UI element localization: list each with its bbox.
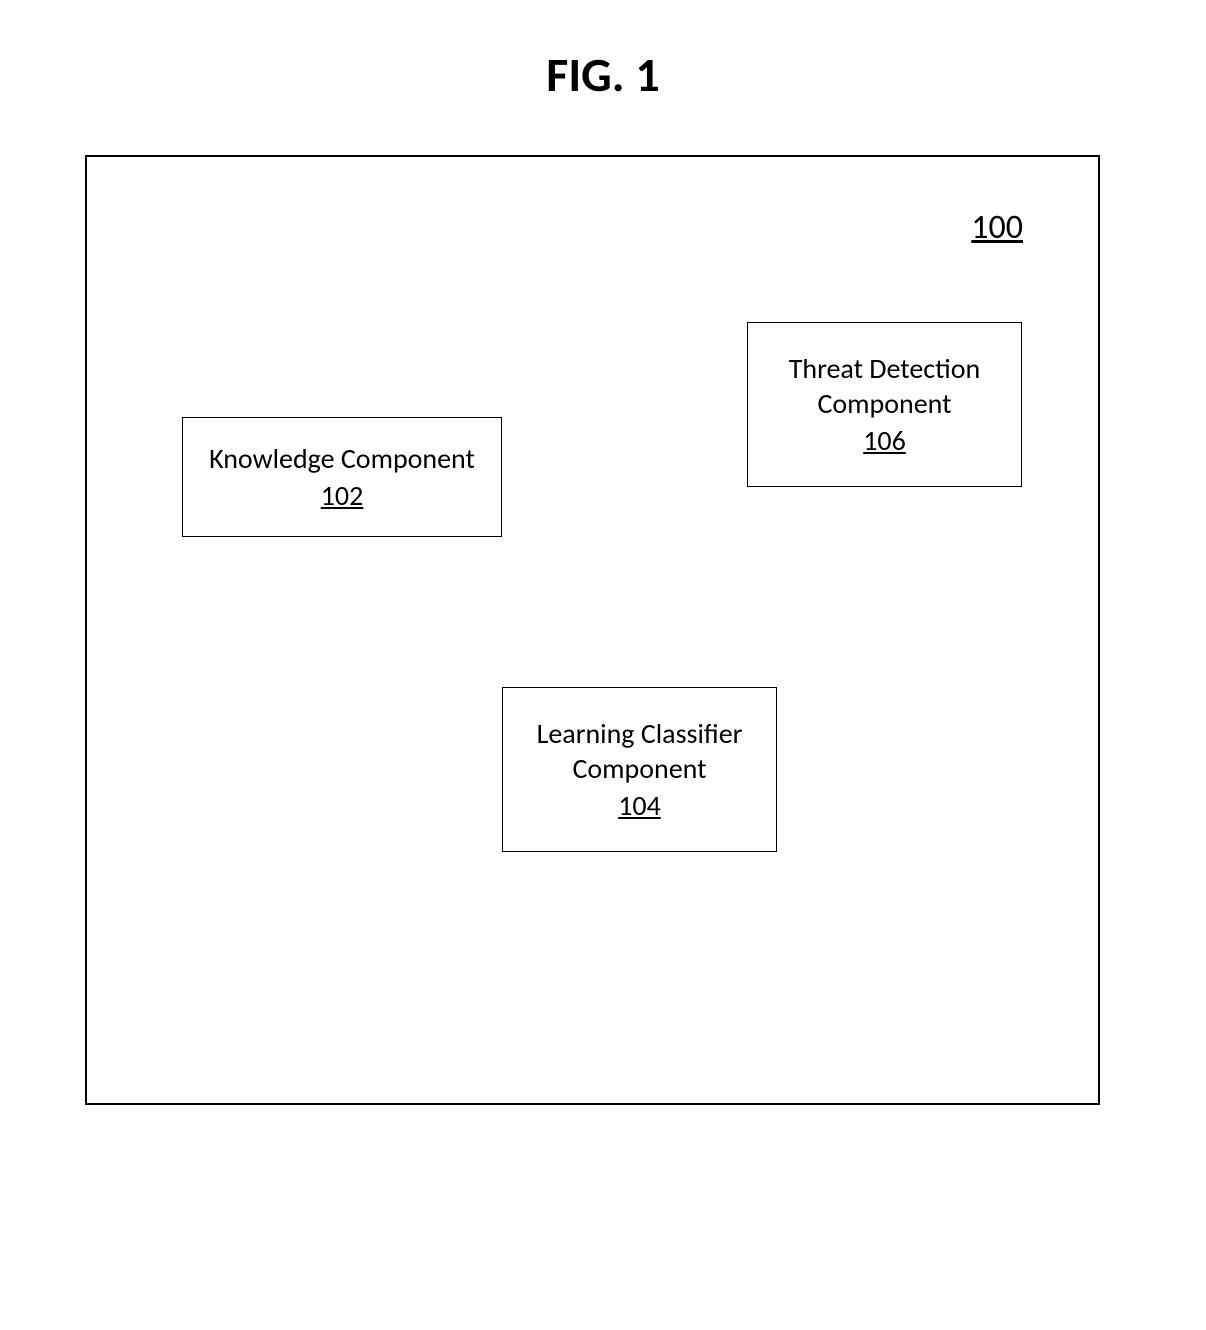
learning-classifier-label-line1: Learning Classifier bbox=[537, 716, 743, 751]
threat-detection-number: 106 bbox=[863, 423, 906, 458]
learning-classifier-component-box: Learning Classifier Component 104 bbox=[502, 687, 777, 852]
knowledge-component-number: 102 bbox=[321, 478, 364, 513]
learning-classifier-label-line2: Component bbox=[572, 751, 706, 786]
threat-detection-label-line1: Threat Detection bbox=[789, 351, 980, 386]
threat-detection-component-box: Threat Detection Component 106 bbox=[747, 322, 1022, 487]
system-container-box: 100 Knowledge Component 102 Threat Detec… bbox=[85, 155, 1100, 1105]
threat-detection-label-line2: Component bbox=[817, 386, 951, 421]
learning-classifier-number: 104 bbox=[618, 788, 661, 823]
knowledge-component-box: Knowledge Component 102 bbox=[182, 417, 502, 537]
figure-title: FIG. 1 bbox=[546, 45, 659, 104]
knowledge-component-label: Knowledge Component bbox=[209, 441, 475, 476]
system-number: 100 bbox=[971, 207, 1023, 248]
